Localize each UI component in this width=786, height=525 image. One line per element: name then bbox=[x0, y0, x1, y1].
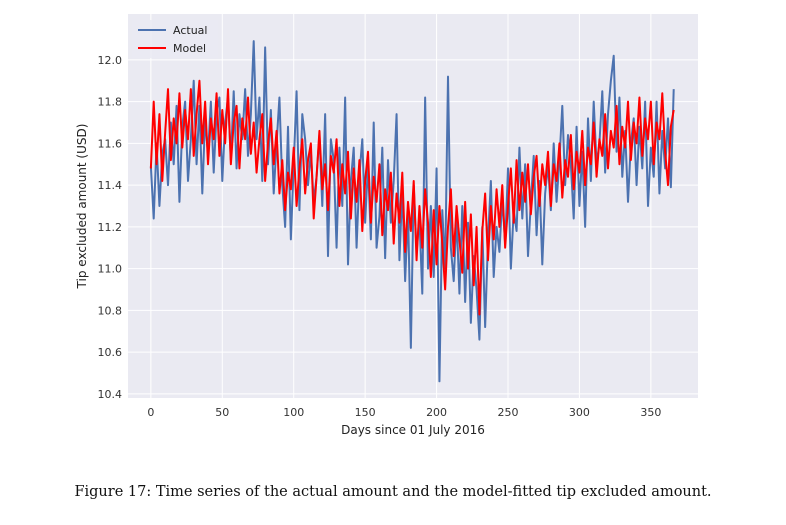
x-tick-label: 250 bbox=[498, 406, 519, 419]
y-tick-label: 10.8 bbox=[98, 304, 123, 317]
y-axis-label: Tip excluded amount (USD) bbox=[75, 124, 89, 290]
x-tick-label: 150 bbox=[355, 406, 376, 419]
y-tick-label: 11.6 bbox=[98, 137, 123, 150]
x-tick-label: 350 bbox=[640, 406, 661, 419]
legend: Actual Model bbox=[132, 20, 218, 58]
x-tick-label: 100 bbox=[283, 406, 304, 419]
y-tick-label: 12.0 bbox=[98, 54, 123, 67]
x-tick-label: 0 bbox=[147, 406, 154, 419]
series-line-model bbox=[149, 79, 675, 316]
legend-label-actual: Actual bbox=[173, 24, 207, 37]
legend-label-model: Model bbox=[173, 42, 206, 55]
x-tick-label: 200 bbox=[426, 406, 447, 419]
y-tick-label: 10.6 bbox=[98, 346, 123, 359]
series-lines bbox=[149, 40, 675, 383]
legend-box bbox=[132, 20, 218, 58]
figure-caption: Figure 17: Time series of the actual amo… bbox=[74, 484, 712, 500]
y-tick-label: 11.8 bbox=[98, 96, 123, 109]
x-tick-label: 300 bbox=[569, 406, 590, 419]
x-tick-label: 50 bbox=[215, 406, 229, 419]
x-axis-label: Days since 01 July 2016 bbox=[341, 423, 485, 437]
y-tick-label: 11.0 bbox=[98, 263, 123, 276]
tick-labels: 0 50 100 150 200 250 300 350 10.4 10.6 10.8 11.0 11.… bbox=[98, 54, 662, 419]
y-tick-label: 11.2 bbox=[98, 221, 123, 234]
y-tick-label: 10.4 bbox=[98, 388, 123, 401]
y-tick-label: 11.4 bbox=[98, 179, 123, 192]
